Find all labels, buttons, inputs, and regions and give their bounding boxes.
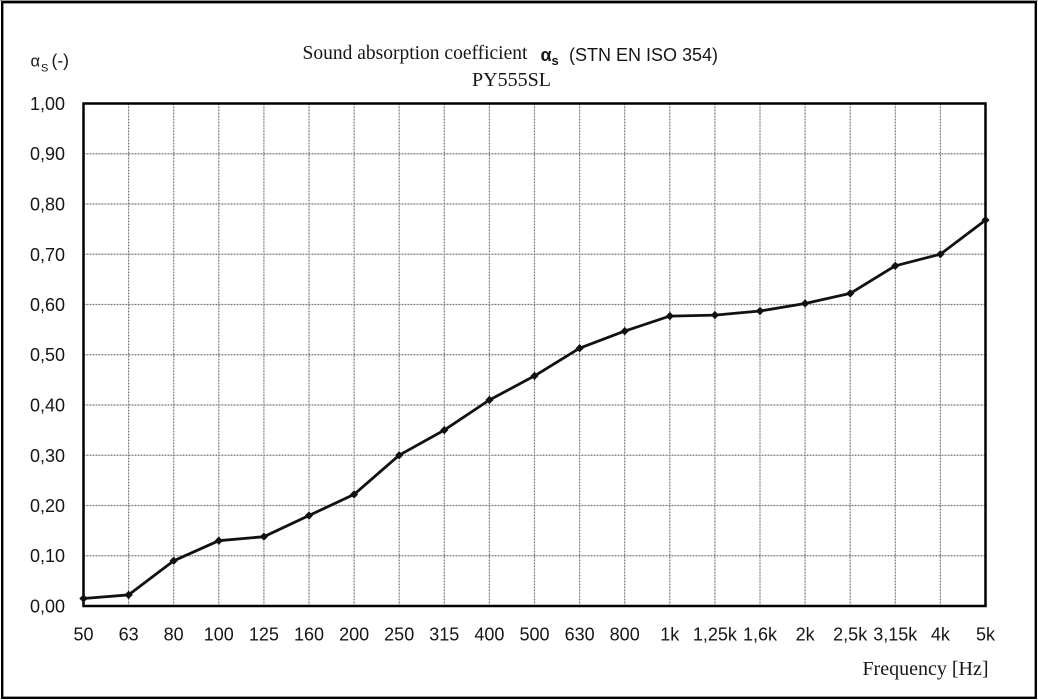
svg-text:0,10: 0,10	[30, 546, 65, 566]
svg-text:1k: 1k	[660, 625, 680, 645]
svg-text:0,60: 0,60	[30, 295, 65, 315]
svg-text:630: 630	[565, 625, 595, 645]
svg-text:400: 400	[474, 625, 504, 645]
svg-text:2k: 2k	[796, 625, 816, 645]
svg-text:50: 50	[73, 625, 93, 645]
svg-text:PY555SL: PY555SL	[472, 69, 551, 91]
svg-text:315: 315	[429, 625, 459, 645]
svg-text:1,00: 1,00	[30, 94, 65, 114]
svg-text:S: S	[41, 63, 48, 75]
svg-text:Frequency [Hz]: Frequency [Hz]	[862, 658, 988, 680]
svg-text:0,70: 0,70	[30, 245, 65, 265]
svg-text:0,90: 0,90	[30, 144, 65, 164]
svg-text:1,6k: 1,6k	[743, 625, 778, 645]
svg-text:80: 80	[164, 625, 184, 645]
svg-text:0,80: 0,80	[30, 195, 65, 215]
svg-text:α: α	[541, 45, 552, 65]
svg-text:5k: 5k	[976, 625, 996, 645]
svg-text:0,30: 0,30	[30, 446, 65, 466]
svg-text:250: 250	[384, 625, 414, 645]
svg-text:0,50: 0,50	[30, 345, 65, 365]
svg-text:0,40: 0,40	[30, 396, 65, 416]
svg-text:α: α	[31, 53, 41, 71]
svg-text:4k: 4k	[931, 625, 951, 645]
svg-text:s: s	[552, 53, 559, 68]
svg-text:160: 160	[294, 625, 324, 645]
svg-text:800: 800	[610, 625, 640, 645]
svg-text:500: 500	[519, 625, 549, 645]
svg-text:100: 100	[204, 625, 234, 645]
svg-text:(-): (-)	[52, 51, 69, 71]
svg-text:63: 63	[119, 625, 139, 645]
svg-text:1,25k: 1,25k	[693, 625, 738, 645]
svg-text:3,15k: 3,15k	[873, 625, 918, 645]
svg-text:Sound absorption coefficient: Sound absorption coefficient	[303, 43, 529, 64]
svg-text:125: 125	[249, 625, 279, 645]
svg-text:(STN EN ISO 354): (STN EN ISO 354)	[569, 45, 718, 65]
svg-text:0,00: 0,00	[30, 597, 65, 617]
svg-text:2,5k: 2,5k	[833, 625, 868, 645]
svg-text:0,20: 0,20	[30, 496, 65, 516]
svg-text:200: 200	[339, 625, 369, 645]
